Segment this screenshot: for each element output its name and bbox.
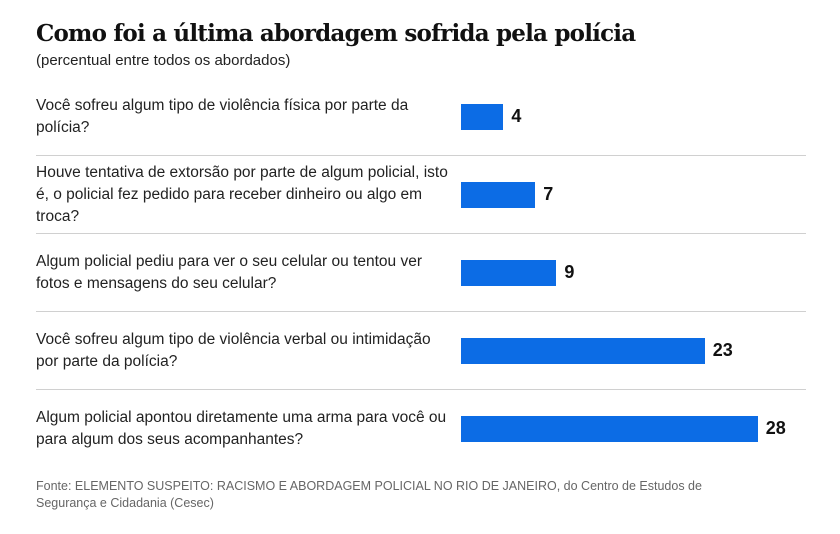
row-divider: [36, 233, 806, 234]
source-note: Fonte: ELEMENTO SUSPEITO: RACISMO E ABOR…: [36, 479, 702, 510]
row-divider: [36, 389, 806, 390]
data-label: 23: [712, 340, 733, 360]
bar: [461, 104, 504, 130]
row-divider: [36, 311, 806, 312]
bar-row: Houve tentativa de extorsão por parte de…: [36, 156, 806, 234]
chart-title: Como foi a última abordagem sofrida pela…: [36, 20, 636, 47]
category-label: Você sofreu algum tipo de violência físi…: [36, 97, 409, 136]
bar-row: Algum policial pediu para ver o seu celu…: [36, 234, 806, 312]
bar: [461, 416, 758, 442]
category-label: Algum policial apontou diretamente uma a…: [36, 409, 447, 448]
category-label: Algum policial pediu para ver o seu celu…: [36, 253, 423, 292]
data-label: 28: [765, 418, 786, 438]
data-label: 9: [564, 262, 575, 282]
bar-row: Você sofreu algum tipo de violência verb…: [36, 312, 806, 390]
bar-row: Algum policial apontou diretamente uma a…: [36, 390, 806, 468]
category-label: Houve tentativa de extorsão por parte de…: [36, 164, 448, 225]
bar: [461, 182, 536, 208]
row-divider: [36, 155, 806, 156]
bar: [461, 260, 557, 286]
data-label: 7: [543, 184, 554, 204]
chart-subtitle: (percentual entre todos os abordados): [36, 52, 291, 69]
data-label: 4: [511, 106, 522, 126]
bar-row: Você sofreu algum tipo de violência físi…: [36, 78, 806, 156]
bar: [461, 338, 705, 364]
category-label: Você sofreu algum tipo de violência verb…: [36, 331, 431, 370]
